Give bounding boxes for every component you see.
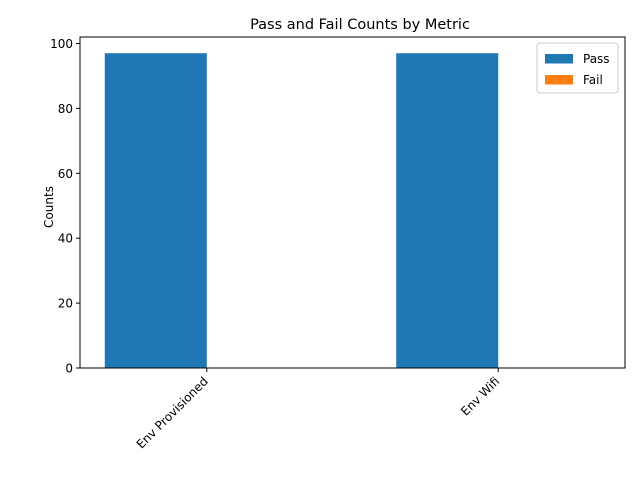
chart-title: Pass and Fail Counts by Metric	[250, 17, 470, 33]
bars-group	[104, 53, 499, 368]
y-tick-label: 60	[58, 167, 73, 181]
x-tick-label: Env Provisioned	[134, 374, 211, 451]
y-tick-label: 40	[58, 232, 73, 246]
bar-pass-1	[396, 53, 499, 368]
y-axis-label: Counts	[42, 186, 56, 228]
plot-frame	[79, 36, 626, 369]
x-tick-label: Env Wifi	[458, 374, 502, 418]
bar-pass-0	[104, 53, 207, 368]
y-tick-label: 80	[58, 102, 73, 116]
legend: Pass Fail	[536, 42, 619, 94]
legend-frame	[536, 42, 619, 94]
y-tick-label: 0	[65, 362, 73, 376]
legend-label-fail: Fail	[583, 73, 603, 87]
x-axis-ticks: Env Provisioned Env Wifi	[134, 368, 502, 451]
y-tick-label: 20	[58, 297, 73, 311]
y-tick-label: 100	[50, 37, 73, 51]
legend-swatch-fail	[545, 75, 573, 85]
legend-label-pass: Pass	[583, 52, 610, 66]
y-axis-ticks: 0 20 40 60 80 100	[50, 37, 80, 376]
legend-swatch-pass	[545, 54, 573, 64]
